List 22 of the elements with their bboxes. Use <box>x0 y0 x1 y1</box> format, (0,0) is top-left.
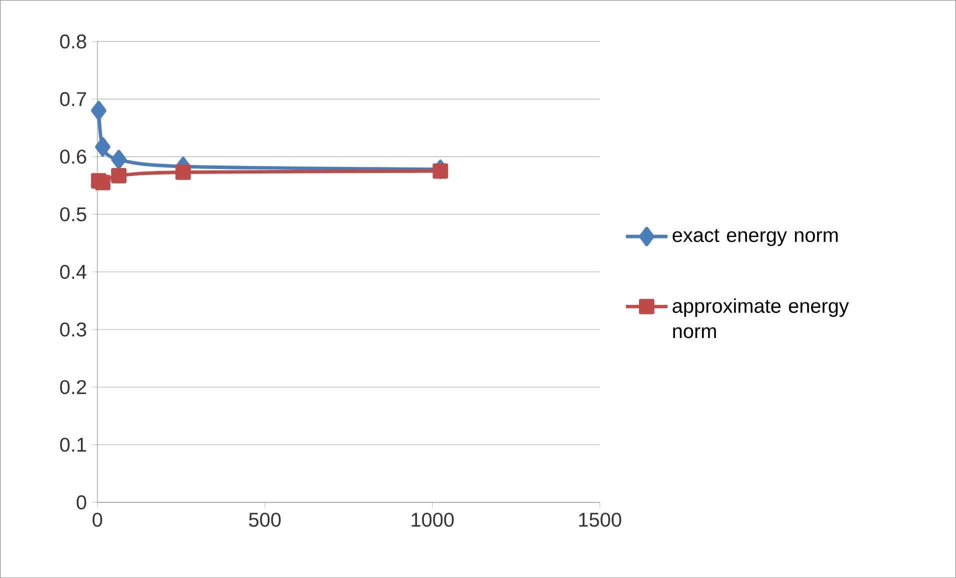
legend-label: approximate energy norm <box>672 298 849 338</box>
y-tick-label: 0 <box>76 495 86 510</box>
x-tick-label: 500 <box>249 512 281 527</box>
legend-label: exact energy norm <box>672 228 838 246</box>
point <box>175 164 191 180</box>
point <box>111 168 127 184</box>
y-tick-label: 0.6 <box>60 150 86 164</box>
point <box>95 174 110 190</box>
point <box>91 100 106 120</box>
point <box>95 137 110 156</box>
x-tick-label: 0 <box>92 512 102 527</box>
x-tick-label: 1000 <box>412 512 454 527</box>
y-tick-label: 0.3 <box>60 322 86 336</box>
y-tick-label: 0.1 <box>60 438 86 452</box>
y-tick-label: 0.7 <box>60 92 86 106</box>
y-tick-label: 0.5 <box>60 207 86 222</box>
y-tick-label: 0.4 <box>60 264 86 279</box>
point <box>111 150 127 170</box>
x-tick-label: 1500 <box>579 512 622 527</box>
y-tick-label: 0.8 <box>60 34 86 48</box>
point <box>432 163 448 179</box>
y-tick-label: 0.2 <box>60 380 86 394</box>
